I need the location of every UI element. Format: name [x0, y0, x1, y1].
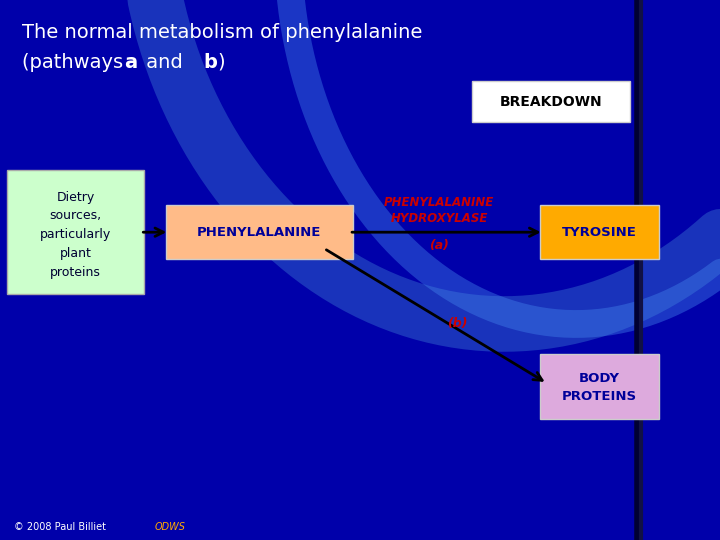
Text: PROTEINS: PROTEINS — [562, 390, 636, 403]
Text: PHENYLALANINE: PHENYLALANINE — [197, 226, 321, 239]
Text: TYROSINE: TYROSINE — [562, 226, 636, 239]
Text: (pathways: (pathways — [22, 52, 129, 72]
Text: and: and — [140, 52, 189, 72]
Text: (a): (a) — [429, 239, 449, 252]
Text: Dietry: Dietry — [56, 191, 95, 204]
Text: b: b — [203, 52, 217, 72]
Text: PHENYLALANINE: PHENYLALANINE — [384, 196, 495, 209]
Text: HYDROXYLASE: HYDROXYLASE — [390, 212, 488, 225]
FancyBboxPatch shape — [166, 205, 353, 259]
Text: ): ) — [217, 52, 225, 72]
FancyBboxPatch shape — [540, 354, 659, 418]
Text: particularly: particularly — [40, 228, 111, 241]
Text: sources,: sources, — [50, 210, 102, 222]
Text: The normal metabolism of phenylalanine: The normal metabolism of phenylalanine — [22, 23, 422, 42]
Text: plant: plant — [60, 247, 91, 260]
Text: © 2008 Paul Billiet: © 2008 Paul Billiet — [14, 522, 109, 531]
FancyBboxPatch shape — [7, 170, 144, 294]
Text: (b): (b) — [447, 318, 467, 330]
FancyBboxPatch shape — [472, 81, 630, 122]
Text: proteins: proteins — [50, 266, 101, 279]
Text: BREAKDOWN: BREAKDOWN — [500, 94, 602, 109]
Text: ODWS: ODWS — [155, 522, 186, 531]
Text: BODY: BODY — [579, 372, 619, 384]
Text: a: a — [124, 52, 137, 72]
FancyBboxPatch shape — [540, 205, 659, 259]
